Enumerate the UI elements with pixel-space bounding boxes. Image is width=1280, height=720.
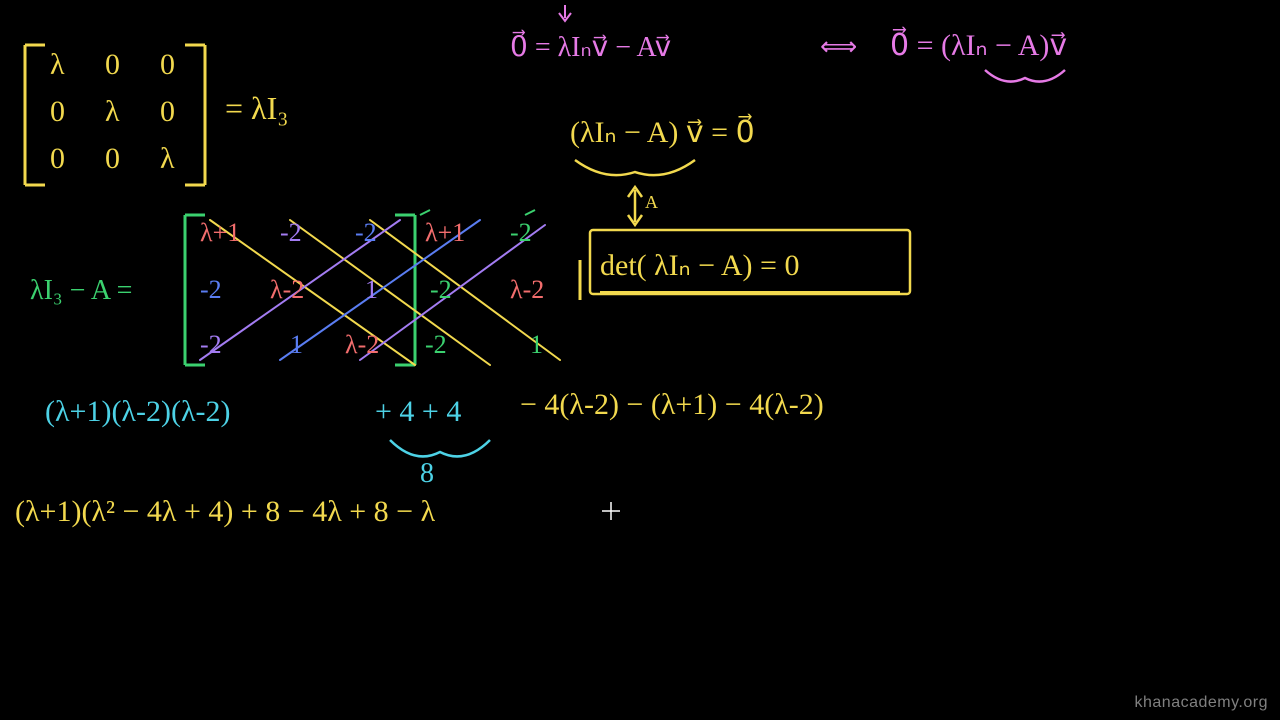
i3-cell-11: λ [105,95,120,129]
lia-10: -2 [200,275,222,305]
underbrace-magenta [985,70,1065,82]
underbrace-8 [390,440,490,456]
lia-bracket-right [395,215,415,365]
i3-cell-20: 0 [50,142,65,176]
i3-rhs: = λI₃ [225,90,288,127]
exp1-part1: (λ+1)(λ-2)(λ-2) [45,395,230,429]
i3-cell-22: λ [160,142,175,176]
mid-eq: (λIₙ − A) v⃗ = 0⃗ [570,115,755,150]
i3-cell-12: 0 [160,95,175,129]
down-arrow [628,187,642,225]
lia-01: -2 [280,218,302,248]
i3-cell-01: 0 [105,48,120,82]
aug-01: -2 [510,218,532,248]
lia-label: λI₃ − A = [30,275,132,307]
lia-21: 1 [290,330,303,360]
lia-22: λ-2 [345,330,379,360]
blackboard: A λ 0 0 0 λ 0 0 0 λ = λI₃ 0⃗ = λIₙv⃗ − A… [0,0,1280,720]
lia-11: λ-2 [270,275,304,305]
det-box-text: det( λIₙ − A) = 0 [600,248,799,283]
i3-cell-10: 0 [50,95,65,129]
matrix-brackets: A [0,0,1280,720]
lia-02: -2 [355,218,377,248]
i3-bracket-right [185,45,205,185]
svg-text:A: A [645,192,658,212]
lia-20: -2 [200,330,222,360]
i3-cell-02: 0 [160,48,175,82]
exp1-8: 8 [420,458,434,490]
lia-12: 1 [365,275,378,305]
i3-cell-00: λ [50,48,65,82]
aug-10: -2 [430,275,452,305]
i3-bracket-left [25,45,45,185]
aug-ticks [420,210,535,215]
watermark: khanacademy.org [1135,694,1269,712]
aug-20: -2 [425,330,447,360]
aug-00: λ+1 [425,218,465,248]
top-pointer-arrow [559,5,571,21]
exp1-part2: + 4 + 4 [375,395,461,429]
aug-21: 1 [530,330,543,360]
i3-cell-21: 0 [105,142,120,176]
top-eq-rhs: 0⃗ = (λIₙ − A)v⃗ [890,28,1067,63]
exp2: (λ+1)(λ² − 4λ + 4) + 8 − 4λ + 8 − λ [15,495,435,529]
exp1-part3: − 4(λ-2) − (λ+1) − 4(λ-2) [520,388,824,422]
sarrus-down-lines [210,220,560,365]
top-eq-lhs: 0⃗ = λIₙv⃗ − Av⃗ [510,30,671,64]
top-eq-arrow: ⟺ [820,32,857,62]
lia-00: λ+1 [200,218,240,248]
aug-11: λ-2 [510,275,544,305]
underbrace-yellow-mid [575,160,695,175]
